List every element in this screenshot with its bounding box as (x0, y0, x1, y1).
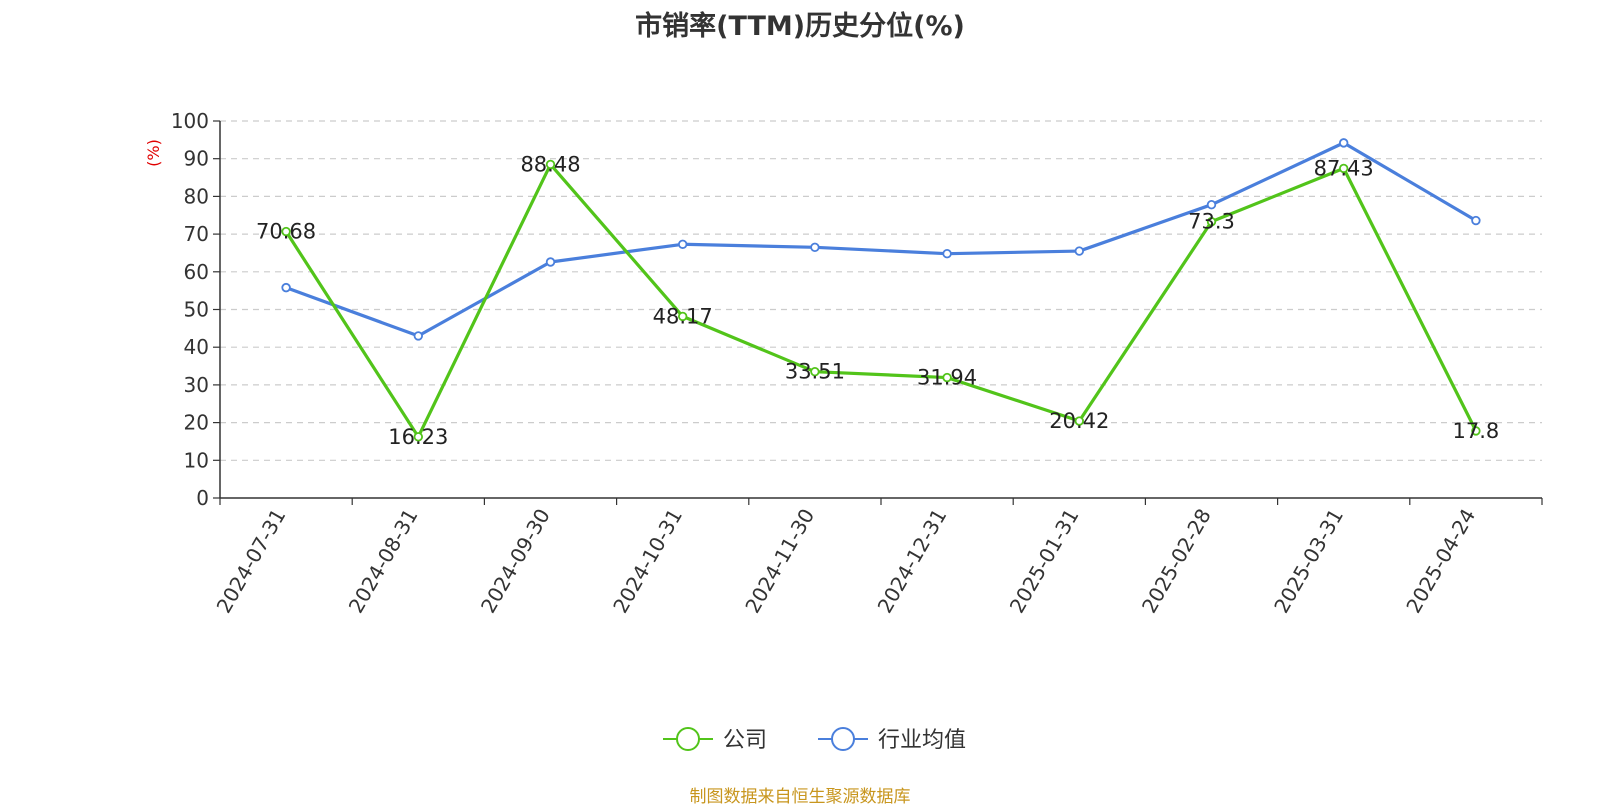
series-line (284, 162, 1478, 439)
data-point (1206, 216, 1217, 227)
data-label: 70.68 (256, 220, 316, 244)
data-point (281, 282, 291, 293)
x-tick-label: 2024-12-31 (873, 505, 952, 618)
data-point (545, 159, 556, 170)
data-point (810, 242, 820, 252)
data-point (1338, 163, 1349, 174)
data-label: 88.48 (520, 152, 580, 176)
y-tick-label: 40 (184, 335, 209, 359)
data-point (1338, 138, 1349, 148)
x-tick-label: 2025-03-31 (1269, 505, 1348, 618)
data-label: 33.51 (785, 360, 845, 384)
data-point (678, 239, 688, 249)
data-label: 16.23 (388, 425, 448, 449)
y-tick-label: 0 (196, 486, 209, 510)
data-point (1471, 426, 1481, 436)
data-label: 73.3 (1188, 210, 1235, 234)
y-tick-label: 90 (184, 147, 209, 171)
data-point (1074, 416, 1084, 426)
data-label: 20.42 (1049, 409, 1109, 433)
data-point (1471, 215, 1481, 226)
data-label: 31.94 (917, 366, 977, 390)
data-label-layer: 70.68 16.23 88.48 48.17 33.51 31.94 20.42 73.3 8… (256, 152, 1499, 448)
data-point (281, 226, 291, 237)
legend-marker (831, 727, 855, 751)
data-point (942, 372, 952, 383)
x-tick-label: 2025-02-28 (1137, 505, 1216, 618)
data-label: 87.43 (1314, 156, 1374, 180)
grid-layer (220, 120, 1542, 461)
y-tick-label: 10 (184, 448, 209, 472)
data-point (810, 366, 820, 377)
x-tick-label: 2025-04-24 (1401, 505, 1480, 618)
legend-label: 公司 (723, 728, 767, 753)
y-axis-label: (%) (144, 139, 163, 167)
y-tick-label: 30 (184, 373, 209, 397)
y-tick-label: 80 (184, 184, 209, 208)
data-point (1206, 199, 1217, 210)
x-tick-label: 2024-09-30 (476, 505, 555, 618)
data-point (942, 249, 952, 259)
data-source-footer: 制图数据来自恒生聚源数据库 (689, 787, 911, 807)
x-tick-label: 2024-07-31 (212, 505, 291, 618)
y-tick-label: 50 (184, 298, 209, 322)
x-tick-label: 2024-08-31 (344, 505, 423, 618)
legend-marker (676, 727, 700, 751)
series-layer (281, 138, 1481, 442)
legend-label: 行业均值 (878, 728, 966, 753)
legend: 公司 行业均值 (663, 727, 966, 753)
y-tick-label: 20 (184, 411, 209, 435)
data-point (1074, 246, 1084, 256)
series-line (285, 141, 1477, 338)
x-tick-label: 2024-10-31 (608, 505, 687, 618)
y-tick-label: 70 (184, 222, 209, 246)
data-label: 48.17 (653, 304, 713, 328)
chart-title: 市销率(TTM)历史分位(%) (635, 11, 965, 42)
x-tick-label: 2025-01-31 (1005, 505, 1084, 618)
y-tick-label: 60 (184, 260, 209, 284)
y-tick-label: 100 (171, 109, 209, 133)
data-point (413, 331, 423, 341)
x-tick-label: 2024-11-30 (740, 505, 819, 618)
data-point (545, 257, 556, 267)
data-point (413, 432, 423, 442)
data-point (678, 311, 688, 322)
axis-layer: 0 10 20 30 40 50 60 70 80 90 100 2024-07-31 2024-08-… (171, 109, 1543, 618)
data-label: 17.8 (1453, 419, 1500, 443)
